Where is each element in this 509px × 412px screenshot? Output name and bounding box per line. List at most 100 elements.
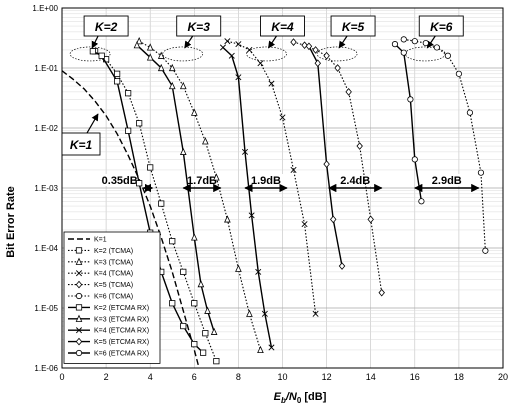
x-tick-label: 16	[410, 372, 420, 382]
marker-stroke	[261, 310, 268, 317]
series-k-2-tcma	[91, 48, 220, 365]
series-k-5-etcma-rx	[305, 42, 346, 270]
data-point	[290, 38, 297, 46]
x-tick-label: 18	[454, 372, 464, 382]
legend-label: K=5 (ETCMA RX)	[94, 339, 149, 346]
marker-stroke	[279, 114, 286, 121]
data-point	[202, 137, 209, 145]
x-tick-label: 6	[192, 372, 197, 382]
gap-label-bg	[97, 174, 142, 186]
x-tick-label: 0	[59, 372, 64, 382]
y-tick-label: 1.E-03	[34, 184, 58, 193]
legend-label: K=4 (TCMA)	[94, 271, 133, 278]
data-point	[219, 44, 226, 51]
data-point	[235, 41, 242, 48]
legend-label: K=2 (ETCMA RX)	[94, 305, 149, 312]
legend-swatch-marker	[75, 292, 83, 300]
series-lines	[61, 36, 489, 369]
legend-item: K=6 (TCMA)	[68, 292, 133, 301]
data-point	[169, 300, 176, 307]
legend-swatch-marker	[75, 247, 83, 254]
y-tick-label: 1.E-02	[34, 124, 58, 133]
gap-label: 0.35dB	[102, 175, 138, 187]
series-line	[61, 70, 200, 369]
plot-area	[61, 7, 504, 369]
legend-swatch-marker	[75, 280, 83, 289]
k-label-text: K=2	[95, 20, 118, 34]
legend-item: K=3 (ETCMA RX)	[68, 314, 149, 323]
data-point	[136, 120, 143, 127]
gap-label-bg	[183, 174, 221, 186]
data-point	[179, 147, 187, 155]
gap-label-bg	[247, 174, 285, 186]
data-point	[125, 90, 132, 97]
legend-label: K=1	[94, 237, 107, 244]
gap-annotation: 2.9dB	[413, 174, 480, 193]
marker-stroke	[312, 310, 319, 317]
data-point	[114, 70, 121, 77]
series-k-5-tcma	[290, 38, 385, 297]
gap-annotation: 0.35dB	[97, 174, 154, 193]
data-point	[191, 300, 198, 307]
legend-label: K=4 (ETCMA RX)	[94, 328, 149, 335]
legend-swatch-marker	[75, 270, 83, 277]
legend-label: K=2 (TCMA)	[94, 248, 133, 255]
data-point	[455, 70, 462, 77]
data-point	[224, 38, 231, 45]
gap-label: 2.9dB	[432, 175, 462, 187]
x-tick-label: 12	[322, 372, 332, 382]
data-point	[213, 358, 220, 365]
series-line	[222, 46, 273, 348]
legend-item: K=4 (TCMA)	[68, 270, 133, 278]
data-point	[255, 268, 262, 275]
data-point	[235, 264, 242, 272]
series-line	[293, 41, 383, 293]
x-tick-label: 14	[366, 372, 376, 382]
legend-item: K=5 (TCMA)	[68, 280, 133, 289]
k-label-arrow	[91, 35, 99, 49]
k-label-ellipse	[162, 46, 204, 62]
data-point	[407, 96, 414, 103]
data-point	[257, 345, 264, 354]
k-label-ellipse	[316, 46, 358, 62]
k-label-box	[83, 15, 129, 37]
data-point	[477, 169, 485, 176]
data-point	[329, 215, 337, 224]
data-point	[125, 127, 132, 134]
y-tick-label: 1.E-06	[34, 364, 58, 373]
data-point	[367, 215, 374, 224]
legend-item: K=4 (ETCMA RX)	[68, 327, 149, 335]
legend-label: K=3 (TCMA)	[94, 259, 133, 266]
data-point	[169, 238, 176, 245]
k-label-text: K=5	[342, 20, 365, 34]
y-axis-title: Bit Error Rate	[5, 186, 17, 258]
x-tick-label: 20	[498, 372, 508, 382]
k-label-ellipse	[246, 46, 287, 62]
data-point	[210, 327, 218, 335]
y-tick-label: 1.E-04	[34, 244, 58, 253]
legend-item: K=2 (ETCMA RX)	[68, 304, 149, 312]
data-point	[422, 40, 429, 47]
gap-annotation: 2.4dB	[327, 174, 383, 193]
data-point	[135, 37, 143, 45]
k-label-box	[176, 15, 222, 37]
marker-stroke	[255, 268, 262, 275]
data-point	[146, 43, 154, 51]
gap-label-bg	[428, 174, 466, 186]
k-label-arrow	[426, 35, 436, 49]
x-tick-label: 4	[148, 372, 153, 382]
k-label-arrow	[184, 35, 194, 49]
marker-stroke	[235, 74, 242, 81]
x-tick-label: 2	[104, 372, 109, 382]
legend-swatch-marker	[75, 304, 83, 311]
data-point	[114, 78, 121, 85]
gap-label: 1.9dB	[251, 175, 281, 187]
data-point	[482, 247, 489, 254]
data-point	[179, 81, 187, 90]
data-point	[158, 200, 165, 207]
data-point	[241, 148, 249, 155]
series-k-4-tcma	[224, 38, 319, 317]
k-label-text: K=3	[188, 20, 211, 34]
data-point	[180, 268, 187, 275]
